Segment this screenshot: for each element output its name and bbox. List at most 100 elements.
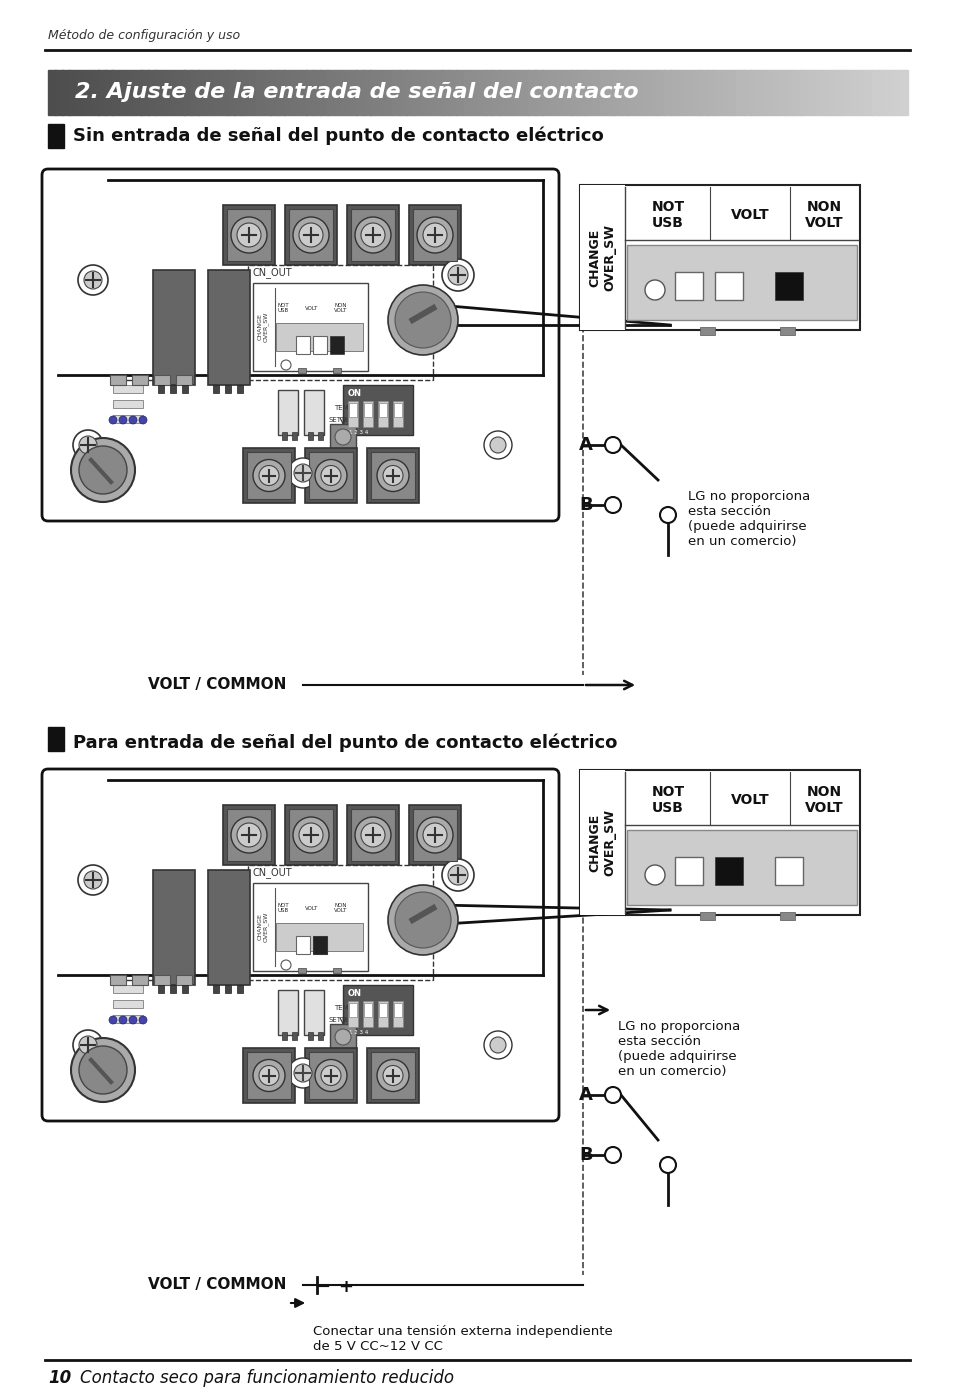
Bar: [477, 70, 485, 115]
Bar: [413, 809, 456, 861]
Circle shape: [294, 1064, 312, 1082]
Circle shape: [355, 818, 391, 853]
Text: LG no proporciona
esta sección
(puede adquirirse
en un comercio): LG no proporciona esta sección (puede ad…: [687, 490, 809, 547]
Bar: [675, 857, 702, 885]
Circle shape: [253, 1060, 285, 1092]
Bar: [308, 433, 313, 440]
Bar: [355, 70, 363, 115]
Circle shape: [382, 465, 402, 486]
Bar: [557, 70, 564, 115]
Bar: [320, 70, 328, 115]
Bar: [370, 70, 377, 115]
Bar: [295, 937, 310, 953]
Circle shape: [298, 223, 323, 246]
Bar: [535, 70, 542, 115]
Bar: [243, 448, 294, 503]
Bar: [255, 70, 263, 115]
Bar: [155, 70, 163, 115]
Bar: [304, 990, 324, 1035]
Text: NOT
USB: NOT USB: [651, 200, 684, 230]
Bar: [864, 70, 872, 115]
Bar: [893, 70, 901, 115]
Text: VOLT / COMMON: VOLT / COMMON: [148, 1277, 286, 1292]
Circle shape: [659, 1156, 676, 1173]
Bar: [76, 70, 84, 115]
Bar: [349, 1002, 356, 1016]
Bar: [247, 1051, 291, 1099]
Bar: [363, 400, 373, 427]
Text: VOLT: VOLT: [305, 305, 318, 311]
Bar: [377, 400, 388, 427]
Bar: [112, 70, 120, 115]
Bar: [333, 368, 340, 372]
Text: 10: 10: [48, 1369, 71, 1387]
Circle shape: [644, 280, 664, 300]
Bar: [807, 70, 815, 115]
Text: VOLT: VOLT: [730, 209, 768, 223]
Text: CN_OUT: CN_OUT: [253, 267, 293, 279]
Text: NOT
USB: NOT USB: [651, 785, 684, 815]
Bar: [800, 70, 807, 115]
Text: Conectar una tensión externa independiente
de 5 V CC~12 V CC: Conectar una tensión externa independien…: [313, 1324, 612, 1352]
Circle shape: [281, 960, 291, 970]
Circle shape: [335, 1029, 351, 1044]
Bar: [750, 70, 758, 115]
Bar: [364, 403, 372, 417]
Bar: [351, 809, 395, 861]
Circle shape: [79, 435, 97, 454]
Text: +: +: [337, 1278, 353, 1296]
Bar: [158, 385, 164, 393]
Text: NOT
USB: NOT USB: [277, 903, 289, 913]
Bar: [780, 328, 794, 335]
Bar: [678, 70, 685, 115]
Bar: [313, 336, 327, 354]
Bar: [223, 805, 274, 865]
Bar: [348, 400, 357, 427]
Bar: [685, 70, 693, 115]
Bar: [48, 70, 55, 115]
Circle shape: [71, 438, 135, 503]
Circle shape: [84, 272, 102, 288]
Bar: [223, 204, 274, 265]
Bar: [112, 400, 143, 407]
Bar: [774, 272, 802, 300]
Bar: [714, 857, 742, 885]
Bar: [292, 433, 296, 440]
Bar: [175, 974, 192, 986]
Circle shape: [78, 865, 108, 895]
Text: CN_OUT: CN_OUT: [253, 868, 293, 878]
Bar: [177, 70, 185, 115]
Bar: [413, 70, 420, 115]
Circle shape: [376, 1060, 409, 1092]
Bar: [277, 70, 285, 115]
Circle shape: [644, 865, 664, 885]
Bar: [720, 70, 729, 115]
Text: CHANGE
OVER_SW: CHANGE OVER_SW: [587, 809, 616, 876]
Circle shape: [84, 871, 102, 889]
Circle shape: [253, 459, 285, 491]
Circle shape: [258, 1065, 278, 1085]
Bar: [208, 270, 250, 385]
Bar: [427, 70, 435, 115]
Bar: [112, 385, 143, 393]
Bar: [347, 805, 398, 865]
Text: Contacto seco para funcionamiento reducido: Contacto seco para funcionamiento reduci…: [80, 1369, 454, 1387]
Bar: [757, 70, 764, 115]
Circle shape: [73, 1030, 103, 1060]
Text: VOLT: VOLT: [305, 906, 318, 910]
Bar: [728, 70, 736, 115]
Bar: [657, 70, 664, 115]
Bar: [628, 70, 636, 115]
Bar: [313, 937, 327, 953]
Text: NON
VOLT: NON VOLT: [334, 302, 347, 314]
Circle shape: [119, 1016, 127, 1023]
Circle shape: [293, 818, 329, 853]
Bar: [398, 70, 406, 115]
Bar: [700, 911, 714, 920]
Text: VOLT: VOLT: [730, 792, 768, 806]
Text: NON
VOLT: NON VOLT: [803, 785, 842, 815]
Bar: [158, 986, 164, 993]
Bar: [227, 70, 234, 115]
Bar: [55, 70, 63, 115]
Circle shape: [109, 416, 117, 424]
